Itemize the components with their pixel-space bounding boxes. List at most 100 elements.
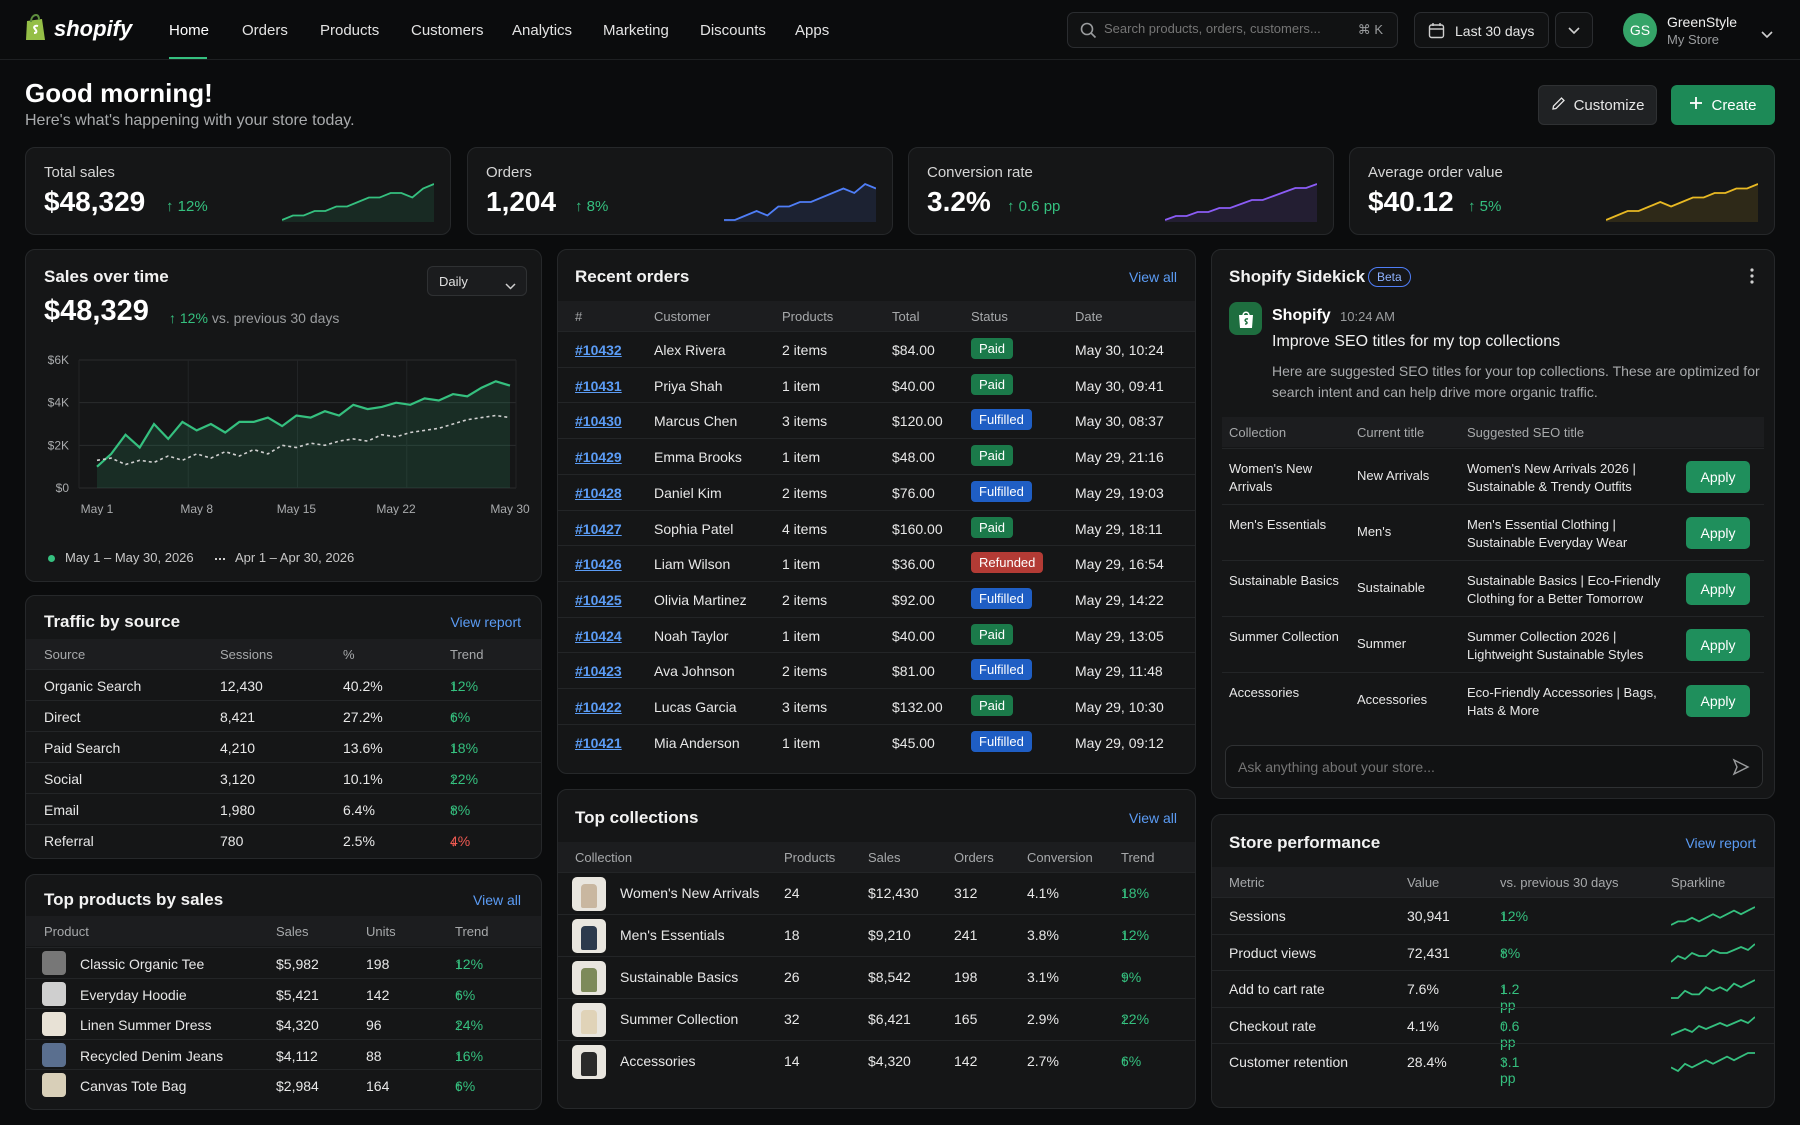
order-id-link[interactable]: #10432 <box>575 342 622 358</box>
order-id-link[interactable]: #10426 <box>575 556 622 573</box>
avatar[interactable]: GS <box>1623 13 1657 47</box>
more-options-icon[interactable] <box>1750 268 1754 287</box>
nav-discounts[interactable]: Discounts <box>700 22 766 39</box>
granularity-select[interactable]: Daily <box>427 266 527 296</box>
apply-button[interactable]: Apply <box>1686 517 1750 549</box>
top-products-view-all-link[interactable]: View all <box>473 892 521 908</box>
apply-button[interactable]: Apply <box>1686 573 1750 605</box>
collection-thumbnail <box>572 961 606 995</box>
nav-orders[interactable]: Orders <box>242 22 288 39</box>
nav-customers[interactable]: Customers <box>411 22 484 39</box>
arrow-up-icon: ↑ <box>166 198 178 215</box>
table-row[interactable]: Summer Collection 32 $6,421 165 2.9% ↑ 22% <box>558 998 1195 1040</box>
account-chevron-icon[interactable] <box>1761 26 1773 42</box>
table-row[interactable]: Paid Search 4,210 13.6% ↑ 18% <box>26 731 541 762</box>
date-range-dropdown[interactable] <box>1555 12 1593 48</box>
nav-marketing[interactable]: Marketing <box>603 22 669 39</box>
table-row[interactable]: Referral 780 2.5% ↓ 4% <box>26 824 541 855</box>
send-icon[interactable] <box>1732 758 1750 779</box>
customize-button[interactable]: Customize <box>1538 85 1657 125</box>
sidekick-input-box[interactable] <box>1225 745 1763 788</box>
nav-home[interactable]: Home <box>169 22 210 39</box>
search-input[interactable] <box>1104 21 1334 36</box>
table-row[interactable]: #10423 Ava Johnson 2 items $81.00 Fulfilled M… <box>558 652 1195 688</box>
table-row[interactable]: Sustainable Basics 26 $8,542 198 3.1% ↑ 9% <box>558 956 1195 998</box>
table-row[interactable]: Direct 8,421 27.2% ↑ 6% <box>26 700 541 731</box>
table-row[interactable]: #10421 Mia Anderson 1 item $45.00 Fulfilled M… <box>558 723 1195 760</box>
metric-value: 72,431 <box>1407 944 1450 961</box>
table-row[interactable]: Classic Organic Tee $5,982 198 ↑ 12% <box>26 947 541 977</box>
shopify-logo-icon[interactable] <box>24 13 48 42</box>
create-button[interactable]: Create <box>1671 85 1775 125</box>
conversion-value: 3.1% <box>1027 969 1059 985</box>
collection-thumbnail <box>572 1003 606 1037</box>
order-date: May 29, 13:05 <box>1075 627 1164 644</box>
col-sales: Sales <box>868 850 901 865</box>
col-trend: Trend <box>455 924 489 939</box>
table-row[interactable]: Linen Summer Dress $4,320 96 ↑ 24% <box>26 1008 541 1038</box>
kpi-card-total-sales[interactable]: Total sales $48,329 ↑ 12% <box>25 147 451 235</box>
table-row[interactable]: #10431 Priya Shah 1 item $40.00 Paid May 30, … <box>558 366 1195 403</box>
kpi-card-orders[interactable]: Orders 1,204 ↑ 8% <box>467 147 893 235</box>
order-date: May 29, 11:48 <box>1075 663 1163 680</box>
order-id-link[interactable]: #10424 <box>575 627 622 644</box>
table-row[interactable]: #10425 Olivia Martinez 2 items $92.00 Fulfil… <box>558 580 1195 617</box>
table-row[interactable]: Accessories 14 $4,320 142 2.7% ↑ 6% <box>558 1040 1195 1082</box>
apply-button[interactable]: Apply <box>1686 461 1750 493</box>
apply-button[interactable]: Apply <box>1686 629 1750 661</box>
table-row[interactable]: #10429 Emma Brooks 1 item $48.00 Paid May 29,… <box>558 438 1195 474</box>
date-range-picker[interactable]: Last 30 days <box>1414 12 1549 48</box>
order-id-link[interactable]: #10430 <box>575 413 622 430</box>
table-row[interactable]: #10424 Noah Taylor 1 item $40.00 Paid May 29,… <box>558 616 1195 653</box>
table-row[interactable]: Add to cart rate 7.6% ↑ 1.2 pp <box>1212 970 1774 1013</box>
table-row[interactable]: Email 1,980 6.4% ↑ 8% <box>26 793 541 824</box>
sidekick-input[interactable] <box>1238 759 1708 775</box>
order-id-link[interactable]: #10428 <box>575 484 622 501</box>
table-row[interactable]: Women's New Arrivals 24 $12,430 312 4.1% ↑ 18… <box>558 872 1195 914</box>
orders-value: 165 <box>954 1011 978 1027</box>
table-row[interactable]: Organic Search 12,430 40.2% ↑ 12% <box>26 669 541 700</box>
table-row[interactable]: Social 3,120 10.1% ↑ 22% <box>26 762 541 793</box>
order-id-link[interactable]: #10429 <box>575 449 622 466</box>
store-performance-view-report-link[interactable]: View report <box>1685 835 1756 851</box>
order-id-link[interactable]: #10423 <box>575 663 622 680</box>
order-id-link[interactable]: #10427 <box>575 520 622 537</box>
table-row[interactable]: #10427 Sophia Patel 4 items $160.00 Paid May … <box>558 509 1195 546</box>
nav-analytics[interactable]: Analytics <box>512 22 573 39</box>
table-row[interactable]: #10432 Alex Rivera 2 items $84.00 Paid May 30… <box>558 331 1195 367</box>
search-box[interactable]: ⌘ K <box>1067 12 1398 48</box>
table-row[interactable]: #10430 Marcus Chen 3 items $120.00 Fulfilled… <box>558 402 1195 438</box>
traffic-view-report-link[interactable]: View report <box>450 614 521 630</box>
table-row[interactable]: #10422 Lucas Garcia 3 items $132.00 Paid May … <box>558 688 1195 724</box>
metric-value: 7.6% <box>1407 981 1439 997</box>
recent-orders-view-all-link[interactable]: View all <box>1129 269 1177 285</box>
kpi-card-conversion-rate[interactable]: Conversion rate 3.2% ↑ 0.6 pp <box>908 147 1334 235</box>
order-id-link[interactable]: #10421 <box>575 734 622 751</box>
table-row[interactable]: #10428 Daniel Kim 2 items $76.00 Fulfilled Ma… <box>558 473 1195 510</box>
table-row[interactable]: Product views 72,431 ↑ 8% <box>1212 933 1774 970</box>
kpi-card-average-order-value[interactable]: Average order value $40.12 ↑ 5% <box>1349 147 1775 235</box>
seo-current-title: New Arrivals <box>1357 468 1430 483</box>
order-id-link[interactable]: #10431 <box>575 377 622 394</box>
col-current-title: Current title <box>1357 425 1425 440</box>
metric-name: Customer retention <box>1229 1054 1349 1070</box>
table-row[interactable]: Recycled Denim Jeans $4,112 88 ↑ 16% <box>26 1038 541 1069</box>
table-row[interactable]: Canvas Tote Bag $2,984 164 ↑ 6% <box>26 1069 541 1099</box>
table-row[interactable]: Customer retention 28.4% ↑ 3.1 pp <box>1212 1043 1774 1086</box>
sales-value: $12,430 <box>868 885 919 901</box>
table-row[interactable]: Everyday Hoodie $5,421 142 ↑ 6% <box>26 977 541 1008</box>
table-row[interactable]: Sessions 30,941 ↑ 12% <box>1212 897 1774 933</box>
order-id-link[interactable]: #10425 <box>575 591 622 608</box>
order-total: $132.00 <box>892 699 943 715</box>
table-row[interactable]: Men's Essentials 18 $9,210 241 3.8% ↑ 12% <box>558 914 1195 956</box>
table-row[interactable]: Checkout rate 4.1% ↑ 0.6 pp <box>1212 1006 1774 1050</box>
apply-button[interactable]: Apply <box>1686 685 1750 717</box>
order-id-link[interactable]: #10422 <box>575 699 622 715</box>
nav-apps[interactable]: Apps <box>795 22 830 39</box>
brand-name[interactable]: shopify <box>54 16 133 41</box>
top-collections-view-all-link[interactable]: View all <box>1129 810 1177 826</box>
account-name[interactable]: GreenStyle <box>1667 14 1738 30</box>
search-icon <box>1080 22 1097 42</box>
table-row[interactable]: #10426 Liam Wilson 1 item $36.00 Refunded May… <box>558 545 1195 581</box>
nav-products[interactable]: Products <box>320 22 380 39</box>
